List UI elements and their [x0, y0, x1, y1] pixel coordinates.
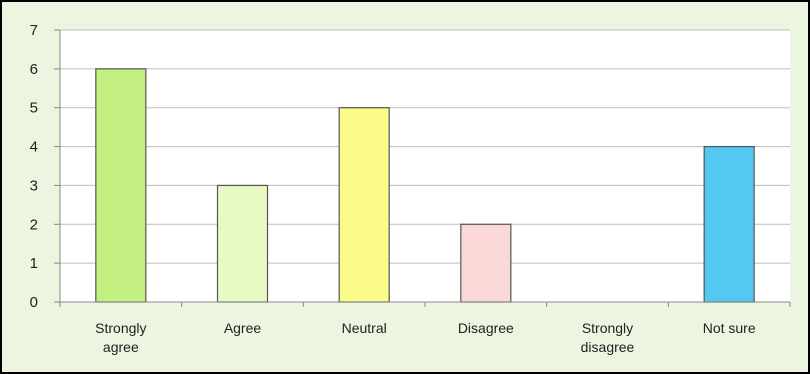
bar: [703, 145, 755, 303]
x-tick-label: Agree: [224, 320, 262, 336]
x-tick-label: Not sure: [703, 320, 756, 336]
x-axis-labels: Strongly agree Agree Neutral Disagree Strongl…: [59, 302, 791, 355]
x-tick-label: Disagree: [458, 320, 514, 336]
bar: [95, 68, 147, 303]
bar: [338, 107, 390, 303]
plot-area: [60, 30, 790, 302]
bar: [216, 184, 269, 303]
y-tick-label: 4: [30, 139, 38, 156]
y-tick-label: 5: [30, 100, 38, 117]
y-tick-label: 2: [30, 216, 38, 233]
bar: [460, 223, 512, 303]
y-tick-label: 0: [30, 294, 38, 311]
y-tick-label: 7: [30, 22, 38, 39]
x-tick-label: Strongly agree: [95, 320, 146, 355]
bars: [95, 68, 755, 303]
y-tick-label: 6: [30, 61, 38, 78]
gridlines: [60, 29, 790, 264]
y-tick-label: 3: [30, 177, 38, 194]
y-tick-label: 1: [30, 255, 38, 272]
x-tick-label: Strongly disagree: [581, 320, 635, 355]
y-axis-ticks: 0 1 2 3 4 5 6 7: [30, 22, 61, 311]
x-tick-label: Neutral: [342, 320, 387, 336]
